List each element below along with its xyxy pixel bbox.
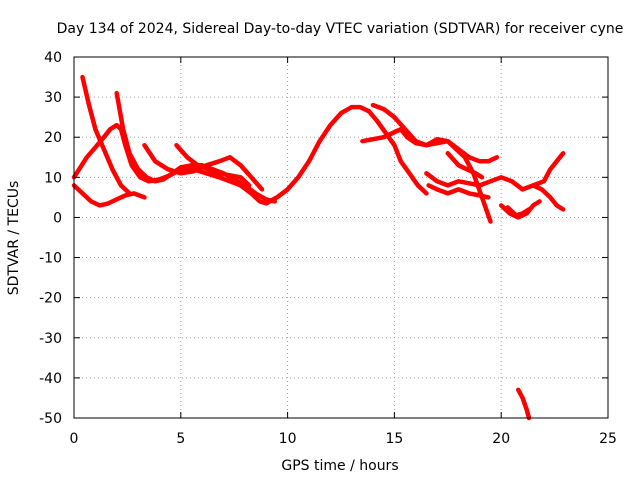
series-arc15 [505, 205, 532, 218]
y-tick-label: 40 [44, 50, 62, 66]
series-arc16 [516, 387, 532, 421]
y-tick-label: -10 [39, 251, 62, 267]
series-arc8 [366, 108, 429, 196]
y-tick-label: 10 [44, 170, 62, 186]
y-tick-label: 30 [44, 90, 62, 106]
series-arc9 [370, 102, 493, 224]
series-arc5 [142, 142, 265, 192]
y-axis-ticks: 40 30 20 10 0 -10 -20 -30 -40 -50 [39, 50, 608, 427]
x-tick-label: 15 [385, 431, 403, 447]
chart-title: Day 134 of 2024, Sidereal Day-to-day VTE… [57, 21, 624, 37]
x-tick-label: 5 [176, 431, 185, 447]
y-tick-label: -40 [39, 371, 62, 387]
x-axis-label: GPS time / hours [281, 458, 398, 474]
series-arc4 [71, 183, 147, 208]
series-arc1 [71, 104, 372, 206]
x-tick-label: 25 [599, 431, 617, 447]
series-arc3 [114, 90, 278, 204]
y-axis-label: SDTVAR / TECUs [6, 181, 22, 296]
x-axis-ticks: 0 5 10 15 20 25 [70, 57, 617, 447]
y-tick-label: 20 [44, 130, 62, 146]
series-arc6 [174, 142, 252, 188]
series-arc11 [426, 183, 491, 200]
series-arc12 [445, 151, 485, 180]
y-tick-label: -20 [39, 291, 62, 307]
series-arc10 [424, 151, 566, 192]
plot-frame [73, 56, 609, 419]
y-tick-label: -50 [39, 411, 62, 427]
y-tick-label: 0 [53, 210, 62, 226]
series-arc2 [80, 74, 132, 196]
x-tick-label: 20 [492, 431, 510, 447]
x-tick-label: 0 [70, 431, 79, 447]
y-tick-label: -30 [39, 331, 62, 347]
series-arc14 [530, 183, 566, 212]
x-tick-label: 10 [279, 431, 297, 447]
data-series [71, 74, 566, 421]
